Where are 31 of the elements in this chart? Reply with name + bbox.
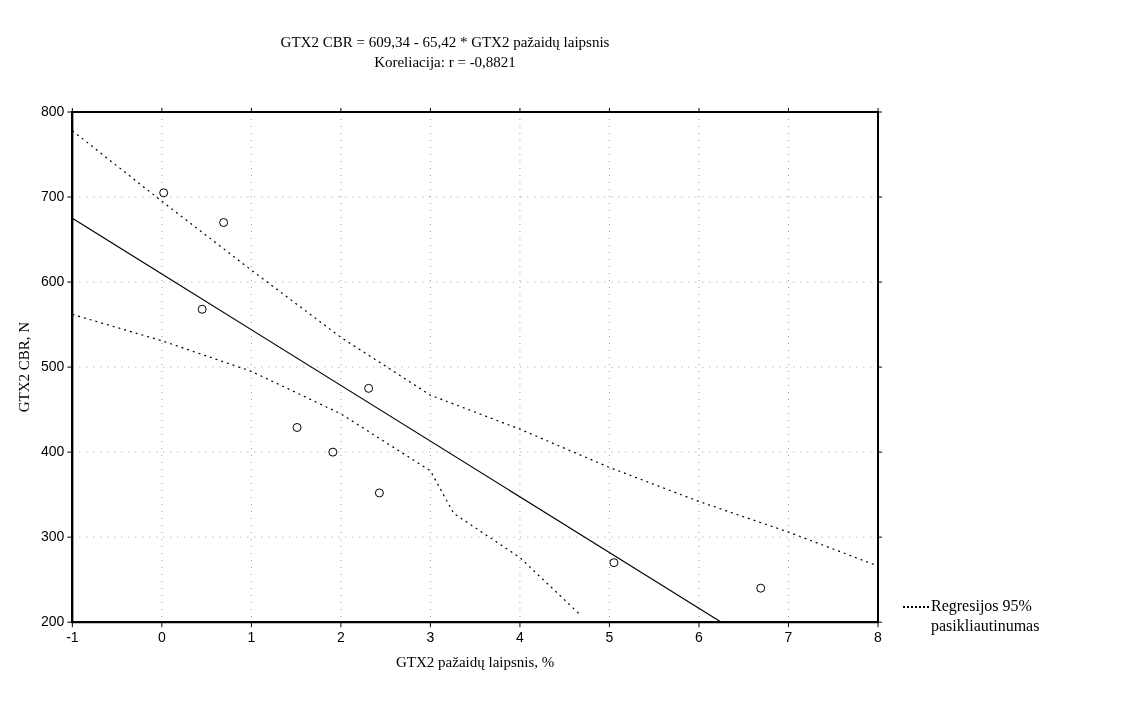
point xyxy=(756,583,766,593)
y-tick-label: 200 xyxy=(41,613,65,630)
x-tick-label: 8 xyxy=(874,629,883,646)
y-tick-label: 700 xyxy=(41,187,65,204)
point xyxy=(374,488,384,498)
point xyxy=(219,218,229,228)
point xyxy=(328,447,338,457)
x-tick-label: 2 xyxy=(337,629,346,646)
point xyxy=(197,304,207,314)
x-tick-label: 3 xyxy=(426,629,435,646)
point xyxy=(364,383,374,393)
chart-title: GTX2 CBR = 609,34 - 65,42 * GTX2 pažaidų laipsnis xyxy=(280,33,610,50)
x-tick-label: -1 xyxy=(66,629,79,646)
point xyxy=(609,558,619,568)
y-tick-label: 500 xyxy=(41,357,65,374)
y-axis-title: GTX2 CBR, N xyxy=(15,321,32,413)
point xyxy=(292,422,302,432)
y-tick-label: 800 xyxy=(41,102,65,119)
x-axis-title: GTX2 pažaidų laipsnis, % xyxy=(396,653,555,670)
x-tick-label: 5 xyxy=(605,629,614,646)
chart-subtitle: Koreliacija: r = -0,8821 xyxy=(374,53,516,70)
x-tick-label: 4 xyxy=(516,629,525,646)
x-tick-label: 6 xyxy=(695,629,704,646)
y-tick-label: 600 xyxy=(41,272,65,289)
y-tick-label: 300 xyxy=(41,528,65,545)
legend-label: Regresijos 95% pasikliautinumas xyxy=(931,596,1041,636)
x-tick-label: 1 xyxy=(247,629,256,646)
y-tick-label: 400 xyxy=(41,442,65,459)
x-tick-label: 7 xyxy=(784,629,793,646)
point xyxy=(159,188,169,198)
x-tick-label: 0 xyxy=(157,629,166,646)
